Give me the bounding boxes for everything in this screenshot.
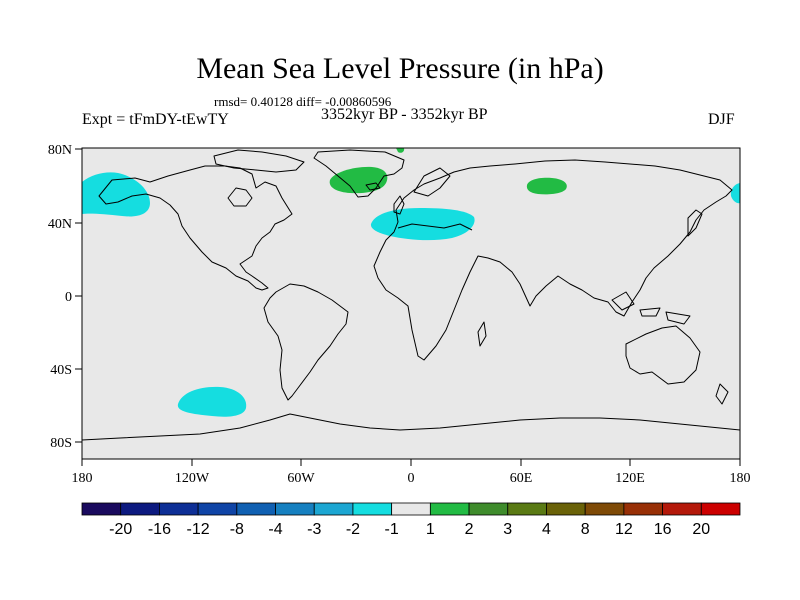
colorbar-swatch xyxy=(700,502,741,516)
colorbar: -20 -16 -12 -8 -4 -3 -2 -1 1 2 3 4 8 12 16 20 xyxy=(81,502,741,538)
x-tick-label: 60E xyxy=(510,471,533,486)
coast-indonesia xyxy=(611,291,691,325)
anomaly-north-pacific-east xyxy=(730,183,740,204)
coast-south-america xyxy=(263,283,349,401)
colorbar-swatch xyxy=(313,502,354,516)
colorbar-label: 4 xyxy=(542,521,551,538)
coast-scandinavia xyxy=(413,167,451,197)
x-tick-label: 180 xyxy=(72,471,93,486)
map-ticks xyxy=(75,148,741,466)
coast-antarctica xyxy=(82,413,740,441)
colorbar-swatch xyxy=(662,502,702,516)
anomaly-greenland xyxy=(329,166,388,194)
colorbar-label: 8 xyxy=(581,521,590,538)
anomaly-arctic xyxy=(396,148,405,153)
colorbar-label: 2 xyxy=(465,521,474,538)
colorbar-swatch xyxy=(275,502,315,516)
colorbar-swatch xyxy=(468,502,509,516)
x-tick-label: 60W xyxy=(287,471,315,486)
coast-japan xyxy=(687,209,703,237)
map-title: Mean Sea Level Pressure (in hPa) xyxy=(196,52,604,85)
colorbar-swatch xyxy=(81,502,122,516)
colorbar-label: -3 xyxy=(307,521,321,538)
colorbar-swatch xyxy=(507,502,547,516)
x-tick-label: 180 xyxy=(730,471,751,486)
experiment-label: Expt = tFmDY-tEwTY xyxy=(82,111,229,128)
x-tick-label: 120W xyxy=(175,471,210,486)
y-tick-label: 0 xyxy=(65,290,72,305)
stats-label: rmsd= 0.40128 diff= -0.00860596 xyxy=(214,94,392,109)
anomaly-south-pacific xyxy=(177,386,247,417)
coast-greenland xyxy=(313,149,405,198)
colorbar-label: -4 xyxy=(268,521,282,538)
anomaly-alaska xyxy=(82,172,150,217)
colorbar-label: -12 xyxy=(187,521,210,538)
colorbar-swatch xyxy=(197,502,238,516)
colorbar-label: -2 xyxy=(346,521,360,538)
season-label: DJF xyxy=(708,111,735,128)
coast-britain xyxy=(393,195,405,215)
colorbar-label: 3 xyxy=(503,521,512,538)
coast-australia xyxy=(625,325,701,385)
colorbar-label: -8 xyxy=(230,521,244,538)
colorbar-label: 12 xyxy=(615,521,633,538)
coastlines xyxy=(82,149,740,441)
colorbar-swatch xyxy=(352,502,393,516)
coast-iceland xyxy=(365,182,381,191)
colorbar-swatch xyxy=(159,502,199,516)
y-tick-label: 40S xyxy=(50,363,72,378)
x-tick-label: 0 xyxy=(408,471,415,486)
coast-mediterranean xyxy=(397,223,473,231)
x-tick-label: 120E xyxy=(615,471,645,486)
coast-eurasia-africa xyxy=(373,159,733,361)
coast-madagascar xyxy=(477,321,487,347)
colorbar-swatch xyxy=(546,502,586,516)
colorbar-swatch xyxy=(429,502,470,516)
colorbar-swatch xyxy=(623,502,663,516)
colorbar-swatch xyxy=(236,502,276,516)
ocean-background xyxy=(82,148,740,459)
anomaly-siberia xyxy=(526,177,567,195)
coast-arctic-islands xyxy=(213,149,305,173)
coast-new-zealand xyxy=(715,383,729,405)
colorbar-label: 1 xyxy=(426,521,435,538)
y-tick-label: 80S xyxy=(50,436,72,451)
colorbar-label: -16 xyxy=(148,521,171,538)
y-tick-label: 80N xyxy=(48,143,72,158)
colorbar-swatch xyxy=(391,502,431,516)
colorbar-label: -1 xyxy=(385,521,399,538)
colorbar-label: 16 xyxy=(654,521,672,538)
colorbar-label: -20 xyxy=(109,521,132,538)
coast-hudson-bay xyxy=(227,187,253,207)
colorbar-label: 20 xyxy=(692,521,710,538)
colorbar-swatch xyxy=(120,502,160,516)
period-label: 3352kyr BP - 3352kyr BP xyxy=(321,106,488,123)
colorbar-swatch xyxy=(584,502,625,516)
y-tick-label: 40N xyxy=(48,217,72,232)
